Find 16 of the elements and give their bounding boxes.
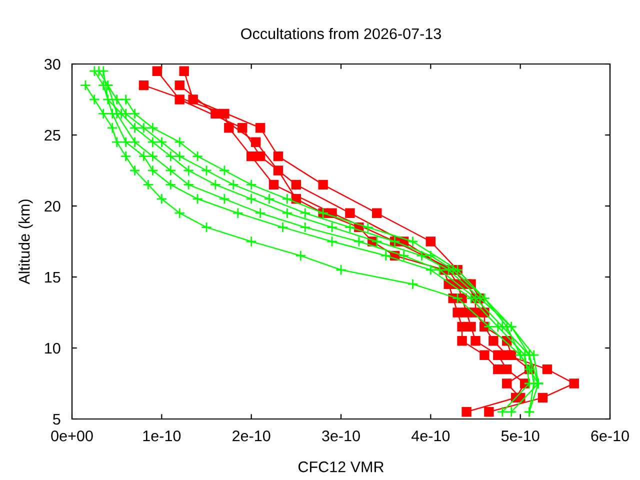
x-tick-label: 0e+00 (51, 430, 93, 442)
y-axis-title: Altitude (km) (18, 200, 33, 284)
y-tick-label: 25 (44, 130, 60, 141)
x-tick-label: 6e-10 (591, 430, 629, 442)
x-tick-label: 5e-10 (501, 430, 540, 442)
chart-title: Occultations from 2026-07-13 (241, 28, 441, 40)
x-tick-label: 1e-10 (143, 430, 181, 442)
x-axis-title: CFC12 VMR (298, 461, 384, 472)
x-tick-label: 2e-10 (232, 430, 270, 442)
x-tick-label: 4e-10 (411, 430, 450, 442)
x-tick-label: 3e-10 (322, 430, 360, 442)
y-tick-label: 5 (53, 414, 60, 425)
y-tick-label: 20 (44, 200, 60, 212)
y-tick-label: 10 (45, 342, 60, 354)
y-tick-label: 15 (45, 272, 60, 283)
y-tick-label: 30 (44, 58, 60, 70)
